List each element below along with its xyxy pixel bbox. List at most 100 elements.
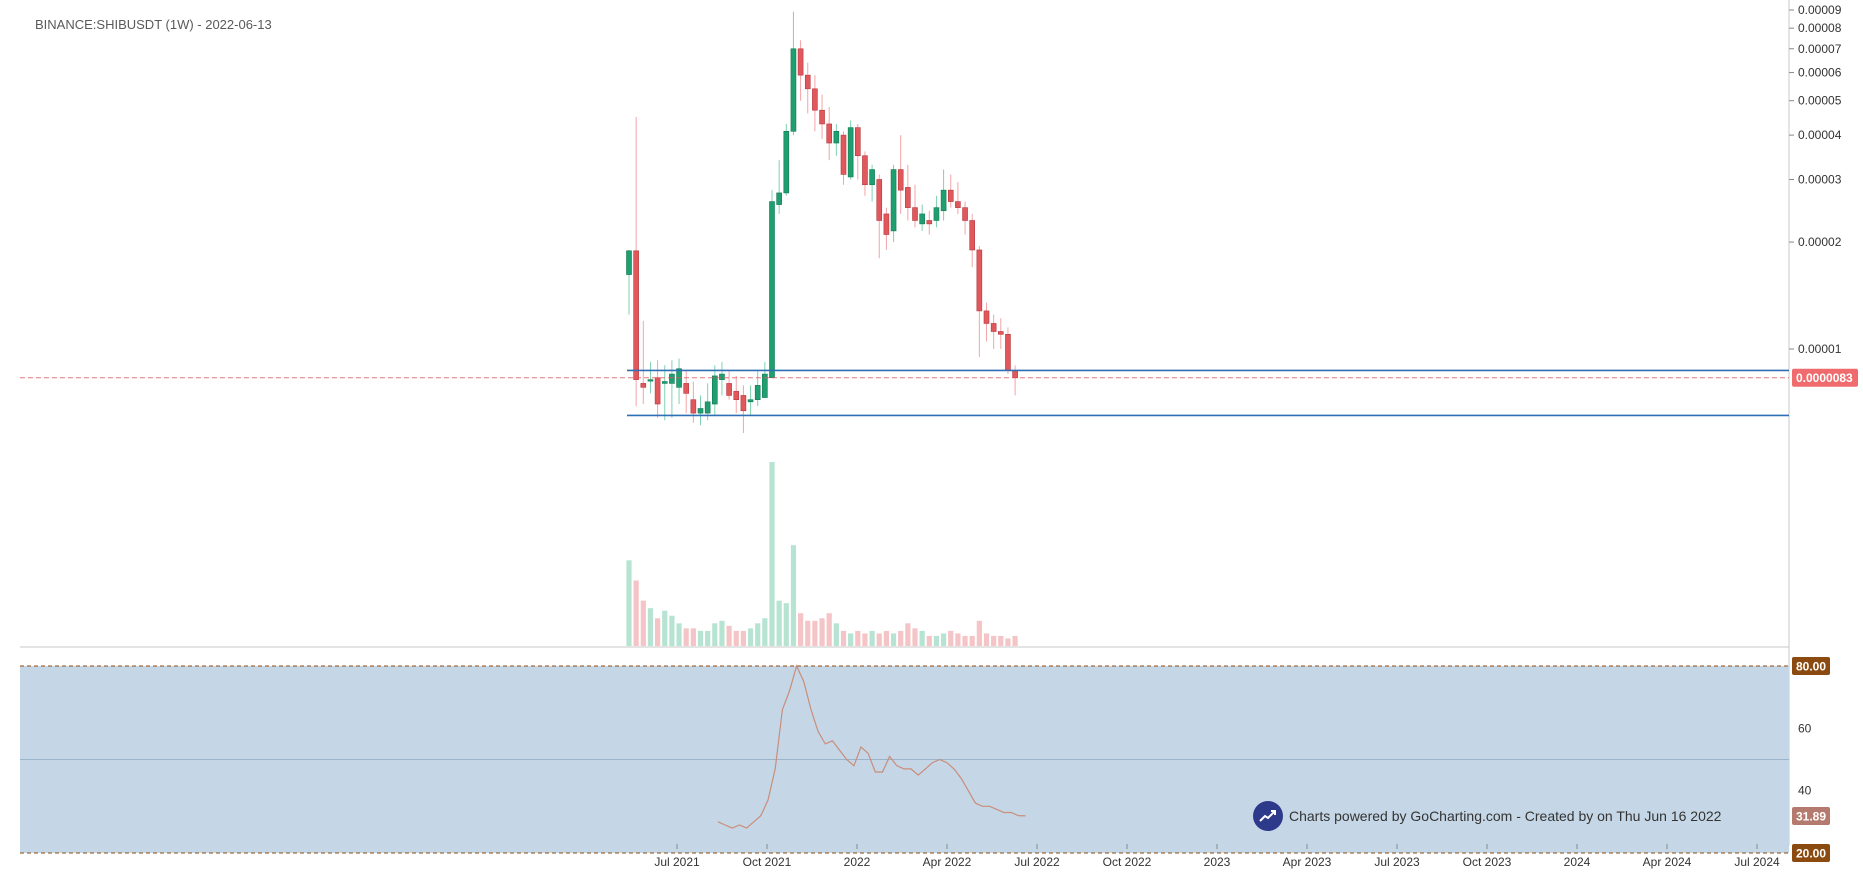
volume-bar — [776, 600, 782, 646]
candle-body — [804, 74, 811, 90]
volume-bar — [697, 630, 704, 646]
volume-bar — [976, 620, 982, 646]
time-tick-label: 2024 — [1564, 855, 1591, 869]
candle-body — [719, 373, 725, 380]
volume-bar — [991, 635, 997, 646]
time-tick-label: Apr 2023 — [1283, 855, 1332, 869]
candle-body — [661, 381, 668, 384]
candle-body — [740, 395, 747, 412]
rsi-last-badge: 31.89 — [1796, 809, 1826, 823]
rsi-80-badge: 80.00 — [1796, 660, 1826, 674]
volume-bar — [726, 625, 732, 646]
candle-body — [819, 109, 825, 125]
candle-body — [762, 373, 768, 398]
candle-body — [847, 127, 854, 178]
candle-body — [933, 207, 940, 221]
volume-bar — [626, 560, 632, 646]
candle-body — [955, 201, 961, 208]
volume-bar — [862, 633, 868, 646]
time-tick-label: Apr 2024 — [1643, 855, 1692, 869]
candle-body — [862, 155, 868, 186]
volume-bar — [669, 615, 675, 646]
volume-bar — [919, 630, 925, 646]
candle-body — [633, 250, 639, 380]
candle-body — [747, 399, 754, 403]
volume-bar — [876, 633, 882, 646]
volume-bar — [955, 633, 961, 646]
time-tick-label: Oct 2022 — [1103, 855, 1152, 869]
candle-body — [997, 331, 1004, 335]
volume-bar — [840, 630, 847, 646]
volume-bar — [790, 545, 797, 646]
volume-layer — [626, 462, 1018, 646]
time-tick-label: Oct 2023 — [1463, 855, 1512, 869]
volume-bar — [869, 630, 875, 646]
volume-bar — [883, 630, 889, 646]
volume-bar — [647, 608, 654, 646]
volume-bar — [640, 600, 646, 646]
volume-bar — [905, 623, 911, 646]
time-tick-label: Jul 2022 — [1014, 855, 1060, 869]
candle-body — [905, 187, 911, 208]
candle-body — [683, 383, 690, 394]
rsi-20-badge: 20.00 — [1796, 847, 1826, 861]
time-tick-label: 2023 — [1204, 855, 1231, 869]
candle-body — [726, 383, 732, 396]
volume-bar — [805, 620, 811, 646]
volume-bar — [798, 613, 804, 646]
credit-text: Charts powered by GoCharting.com - Creat… — [1289, 808, 1722, 824]
volume-bar — [890, 633, 897, 646]
candle-body — [854, 127, 861, 157]
candle-body — [711, 375, 718, 405]
volume-bar — [662, 610, 668, 646]
time-tick-label: Apr 2022 — [923, 855, 972, 869]
time-axis[interactable]: Jul 2021 Oct 2021 2022 Apr 2022 Jul 2022 Oct … — [654, 844, 1780, 869]
volume-bar — [969, 635, 975, 646]
candle-body — [783, 131, 790, 194]
volume-bar — [747, 628, 754, 646]
volume-bar — [998, 635, 1004, 646]
volume-bar — [683, 628, 689, 646]
time-tick-label: Jul 2023 — [1374, 855, 1420, 869]
credit-banner[interactable]: Charts powered by GoCharting.com - Creat… — [1253, 801, 1721, 831]
candle-body — [754, 385, 761, 400]
candle-body — [926, 220, 933, 225]
candle-body — [704, 401, 711, 414]
price-layer — [626, 11, 1018, 434]
candle-body — [969, 220, 976, 251]
rsi-line — [717, 664, 1026, 829]
volume-bar — [733, 630, 739, 646]
candle-body — [912, 207, 918, 221]
last-price-badge-bg — [1792, 368, 1858, 387]
volume-bar — [933, 635, 940, 646]
price-tick-label: 0.00002 — [1798, 235, 1842, 249]
candle-body — [840, 134, 847, 175]
candle-body — [869, 169, 875, 186]
candle-body — [826, 123, 833, 144]
volume-bar — [740, 630, 746, 646]
chart-title: BINANCE:SHIBUSDT (1W) - 2022-06-13 — [35, 17, 272, 32]
candle-body — [1012, 370, 1018, 379]
volume-bar — [912, 628, 918, 646]
horizontal-lines-layer[interactable] — [20, 369, 1789, 417]
price-tick-label: 0.00007 — [1798, 42, 1842, 56]
candle-body — [890, 169, 897, 232]
badges-layer: 0.0000083 80.00 20.00 31.89 — [1792, 368, 1858, 862]
rsi-tick-label: 60 — [1798, 721, 1812, 735]
volume-bar — [769, 462, 775, 646]
candle-body — [690, 399, 697, 414]
time-tick-label: Oct 2021 — [743, 855, 792, 869]
candle-body — [626, 250, 632, 275]
candle-body — [812, 88, 818, 111]
volume-bar — [812, 620, 818, 646]
candle-body — [983, 310, 990, 324]
rsi-layer — [20, 664, 1789, 854]
volume-bar — [712, 623, 718, 646]
volume-bar — [962, 635, 968, 646]
rsi-last-badge-bg — [1792, 806, 1830, 825]
candle-body — [833, 131, 840, 144]
volume-bar — [762, 618, 768, 646]
candle-body — [776, 192, 782, 205]
price-axis[interactable]: 0.00009 0.00008 0.00007 0.00006 0.00005 0.000… — [1789, 3, 1842, 798]
